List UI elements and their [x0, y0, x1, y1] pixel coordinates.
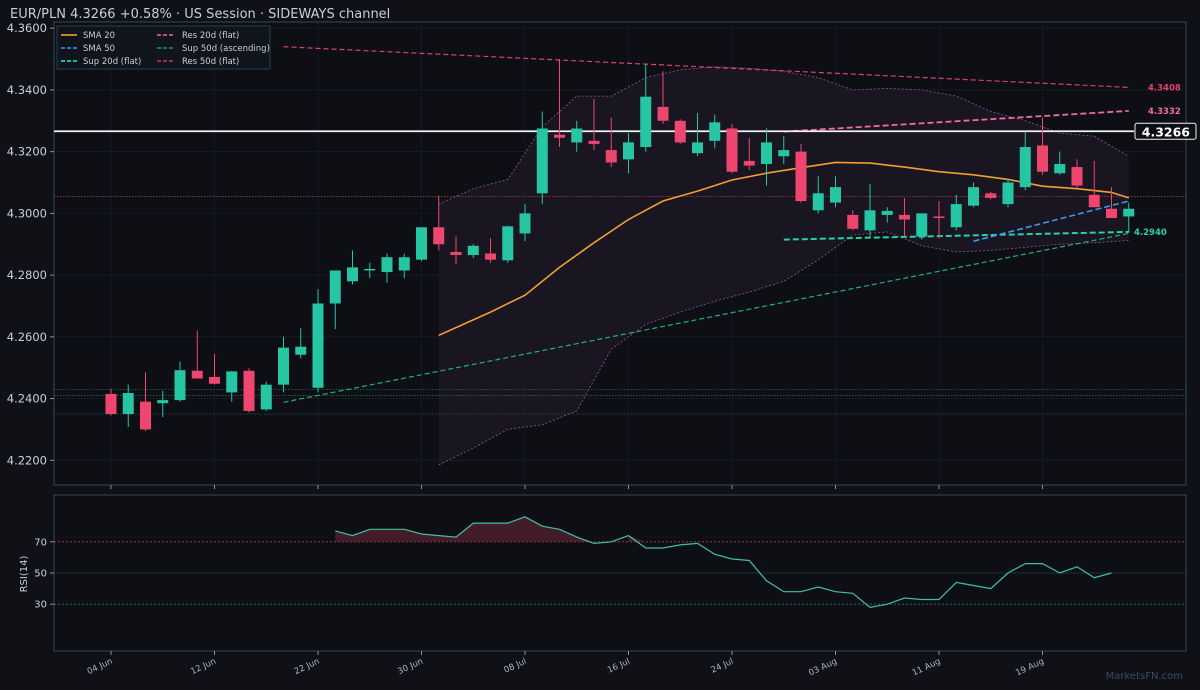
y-tick-label-7: 4.3600: [7, 21, 47, 35]
current-price-label: 4.3266: [1142, 124, 1191, 139]
candle-body-34: [692, 142, 703, 154]
candle-body-8: [243, 370, 255, 411]
reference-lines: [54, 196, 1186, 415]
chart-title: EUR/PLN 4.3266 +0.58% · US Session · SID…: [10, 7, 390, 22]
candle-body-19: [433, 227, 445, 245]
candle-body-37: [743, 160, 755, 166]
candle-body-14: [347, 267, 358, 282]
candle-body-40: [795, 151, 807, 202]
candles: [105, 59, 1135, 431]
watermark: MarketsFN.com: [1106, 671, 1183, 682]
legend-sup20-label: Sup 20d (flat): [83, 57, 141, 67]
candle-body-27: [571, 128, 583, 143]
rsi-tick-label-1: 50: [34, 569, 47, 580]
candle-body-36: [726, 128, 738, 172]
y-tick-label-4: 4.3000: [7, 206, 47, 220]
candle-body-24: [519, 213, 531, 234]
candle-body-35: [709, 122, 721, 141]
candle-body-31: [640, 96, 652, 148]
candle-body-55: [1054, 163, 1066, 174]
candle-body-42: [830, 187, 841, 203]
candle-body-56: [1071, 167, 1083, 186]
candle-body-30: [623, 142, 634, 160]
candle-body-32: [657, 106, 669, 121]
res20-level-label: 4.3332: [1148, 107, 1181, 117]
candle-body-54: [1037, 145, 1048, 172]
candle-body-39: [778, 150, 790, 157]
candle-body-0: [105, 393, 117, 415]
candle-body-4: [174, 370, 186, 401]
candle-body-51: [985, 193, 997, 198]
candle-body-2: [140, 401, 151, 430]
candle-body-53: [1019, 147, 1031, 188]
legend-sma50-label: SMA 50: [83, 44, 115, 54]
candle-body-1: [122, 393, 134, 415]
candle-body-45: [881, 210, 893, 215]
candle-body-25: [536, 128, 548, 194]
candle-body-44: [864, 210, 876, 231]
y-tick-label-3: 4.2800: [7, 268, 47, 282]
legend: SMA 20 SMA 50 Sup 20d (flat) Res 20d (fl…: [56, 25, 271, 70]
candle-body-16: [381, 257, 393, 273]
rsi-line: [335, 516, 1112, 608]
level-labels: 4.3408 4.3332 4.2940 4.3266: [1134, 83, 1197, 238]
y-tick-label-0: 4.2200: [7, 453, 47, 467]
legend-res50-label: Res 50d (flat): [182, 57, 239, 67]
candle-body-12: [312, 303, 324, 388]
candle-body-50: [968, 187, 979, 206]
candle-body-6: [209, 376, 220, 384]
res50-level-label: 4.3408: [1148, 83, 1181, 93]
candle-body-17: [398, 257, 410, 271]
candle-body-43: [847, 214, 859, 229]
rsi-tick-label-2: 30: [34, 600, 47, 611]
candle-body-21: [467, 245, 479, 256]
rsi-axis-label: RSI(14): [19, 556, 30, 593]
y-tick-label-5: 4.3200: [7, 145, 47, 159]
candle-body-5: [191, 370, 203, 379]
candle-body-29: [605, 150, 617, 163]
price-axis: 4.2200 4.2400 4.2600 4.2800 4.3000 4.3200 4.34…: [7, 21, 54, 467]
current-price-tag: [1134, 122, 1197, 140]
candle-body-46: [899, 214, 910, 220]
candle-body-47: [916, 213, 928, 237]
candle-body-13: [329, 270, 341, 304]
candle-body-41: [812, 193, 824, 211]
candle-body-3: [157, 400, 169, 404]
sup20-line: [783, 230, 1129, 241]
rsi-tick-label-0: 70: [34, 537, 47, 548]
candle-body-33: [674, 120, 686, 143]
candle-body-57: [1088, 194, 1100, 208]
band-lower-line: [438, 231, 1129, 466]
candle-body-26: [554, 134, 565, 138]
candle-body-11: [295, 346, 307, 355]
candle-body-28: [588, 140, 600, 144]
rsi-indicator: 70 50 30: [34, 516, 1186, 611]
candle-body-48: [933, 216, 945, 219]
res50-line: [283, 46, 1129, 88]
candle-body-49: [950, 204, 962, 228]
candle-body-18: [416, 227, 427, 260]
candle-body-10: [278, 347, 289, 385]
candle-body-38: [761, 142, 772, 164]
candle-body-22: [485, 253, 496, 260]
candle-body-23: [502, 226, 514, 261]
candle-body-7: [226, 371, 238, 393]
candle-body-9: [260, 384, 272, 410]
y-tick-label-1: 4.2400: [7, 392, 47, 406]
candle-body-20: [450, 251, 462, 256]
candle-body-52: [1002, 182, 1014, 205]
legend-sma20-label: SMA 20: [83, 31, 115, 41]
sup20-level-label: 4.2940: [1134, 228, 1167, 238]
legend-res20-label: Res 20d (flat): [182, 31, 239, 41]
candle-body-15: [364, 268, 376, 271]
candle-body-59: [1123, 208, 1135, 217]
legend-sup50-label: Sup 50d (ascending): [182, 44, 270, 54]
candle-body-58: [1106, 208, 1117, 219]
y-tick-label-6: 4.3400: [7, 83, 47, 97]
rsi-overbought-fill: [335, 516, 646, 542]
res20-line: [783, 110, 1129, 133]
y-tick-label-2: 4.2600: [7, 330, 47, 344]
